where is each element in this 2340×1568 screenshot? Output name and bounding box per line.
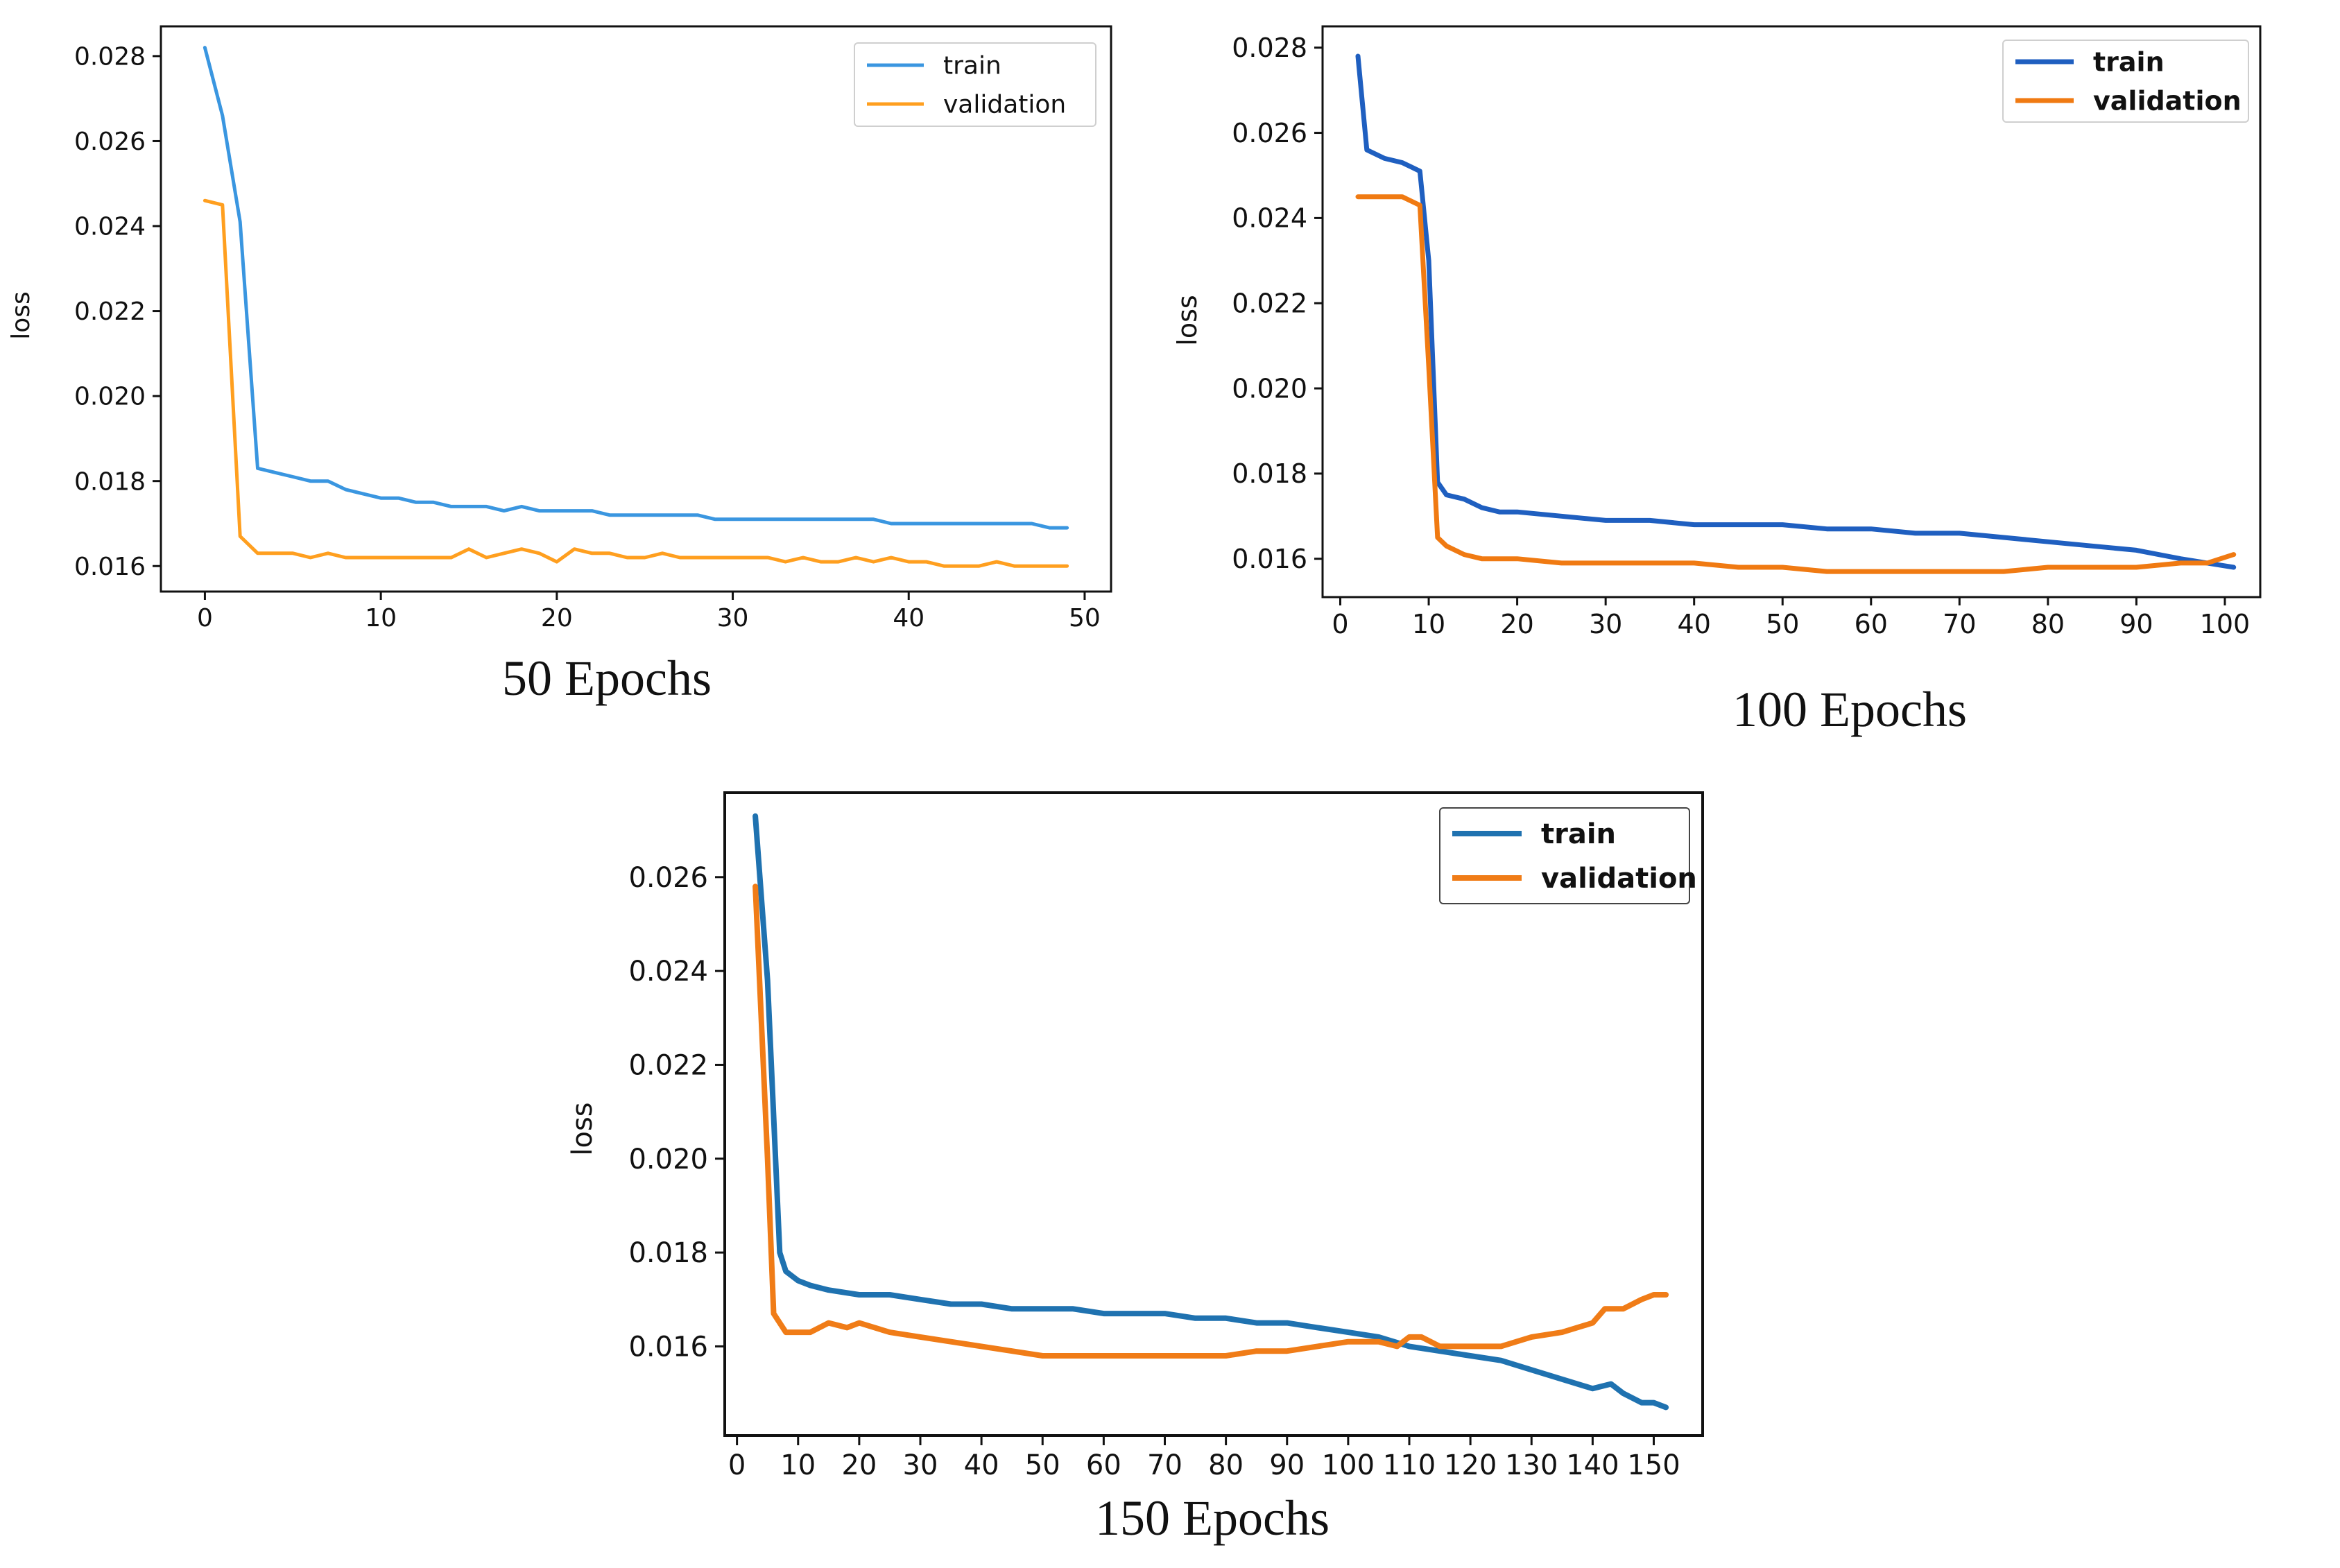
x-tick-label: 60 (1855, 609, 1888, 639)
legend-label-validation: validation (943, 91, 1066, 119)
y-tick-label: 0.020 (1232, 373, 1307, 404)
y-tick-label: 0.022 (1232, 288, 1307, 319)
y-tick-label: 0.026 (628, 862, 708, 894)
legend-label-train: train (2093, 46, 2165, 77)
legend: train validation (854, 42, 1096, 127)
y-tick-label: 0.016 (1232, 544, 1307, 574)
x-tick-label: 150 (1627, 1449, 1680, 1481)
x-tick-label: 20 (1500, 609, 1533, 639)
x-tick-label: 90 (2119, 609, 2153, 639)
x-tick-label: 50 (1069, 604, 1101, 632)
x-tick-label: 50 (1025, 1449, 1060, 1481)
y-tick-label: 0.016 (74, 553, 146, 581)
y-tick-label: 0.024 (74, 213, 146, 241)
x-tick-label: 10 (780, 1449, 816, 1481)
y-tick-label: 0.024 (628, 956, 708, 988)
y-tick-label: 0.020 (628, 1144, 708, 1175)
series-line-validation (752, 884, 1669, 1359)
x-tick-label: 20 (841, 1449, 877, 1481)
x-tick-label: 30 (1589, 609, 1622, 639)
x-tick-label: 0 (197, 604, 213, 632)
x-tick-label: 80 (2031, 609, 2065, 639)
y-axis-label: loss (1172, 295, 1203, 345)
y-axis-label: loss (7, 291, 35, 340)
x-tick-label: 0 (728, 1449, 746, 1481)
x-tick-label: 40 (964, 1449, 999, 1481)
y-tick-label: 0.020 (74, 383, 146, 411)
x-tick-label: 40 (1678, 609, 1711, 639)
x-tick-label: 140 (1566, 1449, 1619, 1481)
x-tick-label: 120 (1444, 1449, 1497, 1481)
x-tick-label: 60 (1086, 1449, 1121, 1481)
x-tick-label: 20 (541, 604, 573, 632)
legend-label-validation: validation (1541, 863, 1697, 895)
y-tick-label: 0.026 (74, 128, 146, 156)
y-tick-label: 0.018 (1232, 458, 1307, 489)
chart-100-epochs: 0.016 0.018 0.020 0.022 0.024 0.026 0.028 0 10 2… (1172, 25, 2262, 737)
legend: train validation (2002, 40, 2249, 123)
legend: train validation (1439, 807, 1697, 904)
series-line-validation (1355, 194, 2237, 574)
chart-caption: 100 Epochs (1732, 682, 1967, 737)
plot-frame (160, 25, 1112, 593)
chart-caption: 150 Epochs (1095, 1490, 1330, 1546)
y-tick-label: 0.026 (1232, 118, 1307, 148)
series-line-train (752, 813, 1669, 1411)
series-line-train (1355, 53, 2237, 570)
x-tick-label: 110 (1383, 1449, 1436, 1481)
plot-frame (1321, 25, 2262, 598)
y-tick-label: 0.022 (74, 298, 146, 326)
x-tick-label: 50 (1766, 609, 1799, 639)
y-tick-label: 0.028 (74, 42, 146, 71)
chart-50-epochs: 0.016 0.018 0.020 0.022 0.024 0.026 0.028 0 10 2… (7, 25, 1112, 706)
plot-frame (723, 791, 1704, 1437)
x-tick-label: 90 (1269, 1449, 1305, 1481)
x-tick-label: 100 (2200, 609, 2251, 639)
chart-caption: 50 Epochs (502, 651, 712, 706)
x-tick-label: 30 (717, 604, 749, 632)
y-tick-label: 0.022 (628, 1049, 708, 1081)
x-tick-label: 40 (893, 604, 924, 632)
x-tick-label: 80 (1208, 1449, 1244, 1481)
series-line-validation (203, 198, 1069, 568)
x-tick-label: 70 (1147, 1449, 1182, 1481)
x-tick-label: 30 (903, 1449, 938, 1481)
y-tick-label: 0.018 (74, 467, 146, 496)
x-tick-label: 0 (1332, 609, 1348, 639)
legend-label-validation: validation (2093, 85, 2242, 116)
series-line-train (203, 46, 1069, 530)
y-tick-label: 0.016 (628, 1331, 708, 1363)
x-tick-label: 10 (1412, 609, 1445, 639)
y-tick-label: 0.018 (628, 1237, 708, 1269)
legend-label-train: train (943, 52, 1001, 80)
x-tick-label: 100 (1322, 1449, 1375, 1481)
y-tick-label: 0.028 (1232, 33, 1307, 63)
chart-150-epochs: 0.016 0.018 0.020 0.022 0.024 0.026 0 10 20 30 40… (567, 791, 1704, 1546)
y-axis-label: loss (567, 1102, 599, 1155)
x-tick-label: 10 (365, 604, 397, 632)
y-tick-label: 0.024 (1232, 203, 1307, 234)
x-tick-label: 130 (1505, 1449, 1558, 1481)
x-tick-label: 70 (1943, 609, 1976, 639)
legend-label-train: train (1541, 818, 1616, 850)
